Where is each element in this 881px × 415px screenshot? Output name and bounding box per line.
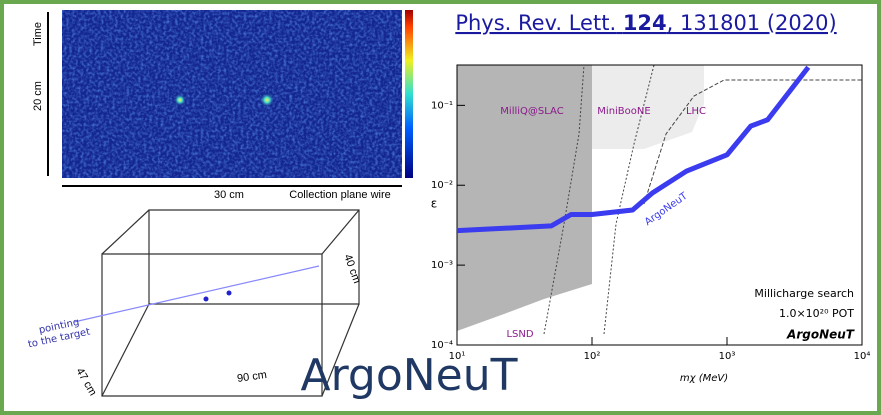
hit [174, 94, 186, 106]
slide: Time 20 cm 30 cm Collection plane wire p… [0, 0, 881, 415]
y-tick-label: 10⁻⁴ [431, 340, 453, 351]
journal: Phys. Rev. Lett. [455, 11, 616, 35]
y-tick-label: 10⁻³ [431, 260, 453, 271]
label: Time [32, 22, 44, 46]
info-text: Millicharge search [754, 287, 854, 300]
label: 20 cm [32, 81, 44, 111]
track [227, 291, 232, 296]
reference-link[interactable]: Phys. Rev. Lett. 124, 131801 (2020) [455, 11, 836, 35]
event-display: Time 20 cm 30 cm Collection plane wire [32, 10, 413, 201]
label: Collection plane wire [289, 189, 391, 201]
label: 90 cm [236, 369, 267, 385]
box-back [149, 210, 359, 304]
x-tick-label: 10³ [719, 351, 736, 362]
x-tick-label: 10¹ [449, 351, 466, 362]
region-label: MiniBooNE [597, 106, 650, 117]
x-axis-label: mχ (MeV) [680, 373, 728, 384]
label: 40 cm [341, 253, 363, 285]
slide-canvas: Time 20 cm 30 cm Collection plane wire p… [4, 4, 877, 411]
box-edge [102, 304, 149, 396]
label: 30 cm [214, 189, 244, 201]
region-label: MilliQ@SLAC [500, 106, 563, 117]
slide-title: ArgoNeuT [300, 350, 517, 401]
region-label: LHC [686, 106, 706, 117]
volume: 124 [623, 11, 667, 35]
colorbar [405, 10, 413, 178]
y-tick-label: 10⁻² [431, 180, 453, 191]
info-text: ArgoNeuT [786, 328, 855, 342]
box-edge [102, 210, 149, 254]
hit [260, 93, 274, 107]
x-tick-label: 10⁴ [854, 351, 871, 362]
citation: , 131801 (2020) [667, 11, 837, 35]
region-label: LSND [506, 329, 533, 340]
heatmap-noise [62, 10, 402, 178]
track [204, 297, 209, 302]
beam-line [74, 266, 319, 322]
box-edge [322, 210, 359, 254]
info-text: 1.0×10²⁰ POT [779, 307, 854, 320]
y-tick-label: 10⁻¹ [431, 100, 453, 111]
region [457, 65, 592, 331]
label: 47 cm [73, 366, 98, 398]
x-tick-label: 10² [584, 351, 601, 362]
box-front [102, 254, 322, 396]
y-axis-label: ε [431, 197, 438, 211]
